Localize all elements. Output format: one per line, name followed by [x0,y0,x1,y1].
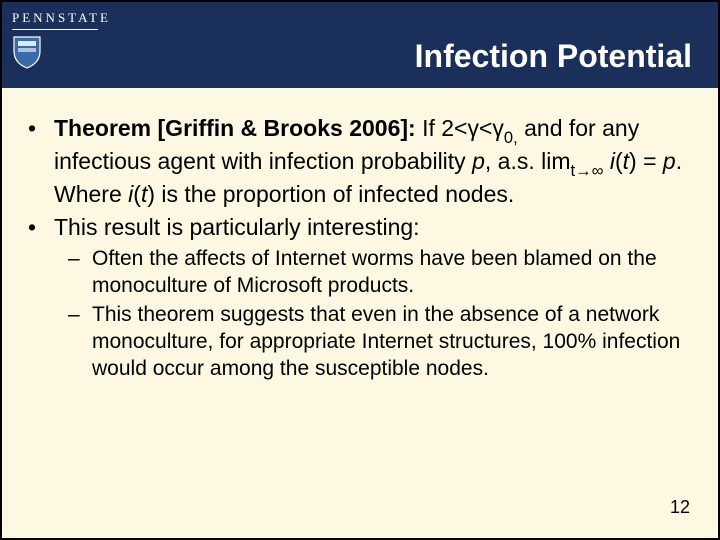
theorem-line1: If 2<γ<γ [416,115,504,141]
slide: PENNSTATE Infection Potential • Theorem … [0,0,720,540]
bullet-text: This result is particularly interesting: [54,213,692,242]
theorem-label: Theorem [Griffin & Brooks 2006]: [54,115,416,141]
shield-icon [12,35,42,69]
theorem-line2b: , a.s. lim [485,148,571,174]
sub-bullet-2: – This theorem suggests that even in the… [68,302,692,383]
bullet-interesting: • This result is particularly interestin… [28,213,692,242]
bullet-theorem: • Theorem [Griffin & Brooks 2006]: If 2<… [28,114,692,209]
dash-icon: – [68,302,92,383]
slide-content: • Theorem [Griffin & Brooks 2006]: If 2<… [2,88,718,383]
theorem-i: i [603,148,615,174]
bullet-dot: • [28,114,54,209]
slide-title: Infection Potential [415,38,692,75]
sub-bullet-text: This theorem suggests that even in the a… [92,302,692,383]
theorem-eq: = [637,148,663,174]
theorem-i2-paren: (t) [133,181,155,207]
logo-underline [12,29,98,30]
page-number: 12 [670,497,690,518]
bullet-dot: • [28,213,54,242]
logo: PENNSTATE [12,10,132,80]
logo-text: PENNSTATE [12,10,111,26]
slide-header: PENNSTATE Infection Potential [2,2,718,88]
theorem-limsub: t→∞ [571,161,604,180]
bullet-text: Theorem [Griffin & Brooks 2006]: If 2<γ<… [54,114,692,209]
dash-icon: – [68,246,92,300]
theorem-p2: p [663,148,676,174]
sub-bullet-text: Often the affects of Internet worms have… [92,246,692,300]
theorem-t: t [623,148,629,174]
theorem-i-paren: (t) [615,148,637,174]
theorem-tail: is the proportion of infected nodes. [155,181,514,207]
theorem-sub0: 0, [504,128,518,147]
theorem-p: p [472,148,485,174]
theorem-t2: t [141,181,147,207]
sub-bullet-1: – Often the affects of Internet worms ha… [68,246,692,300]
